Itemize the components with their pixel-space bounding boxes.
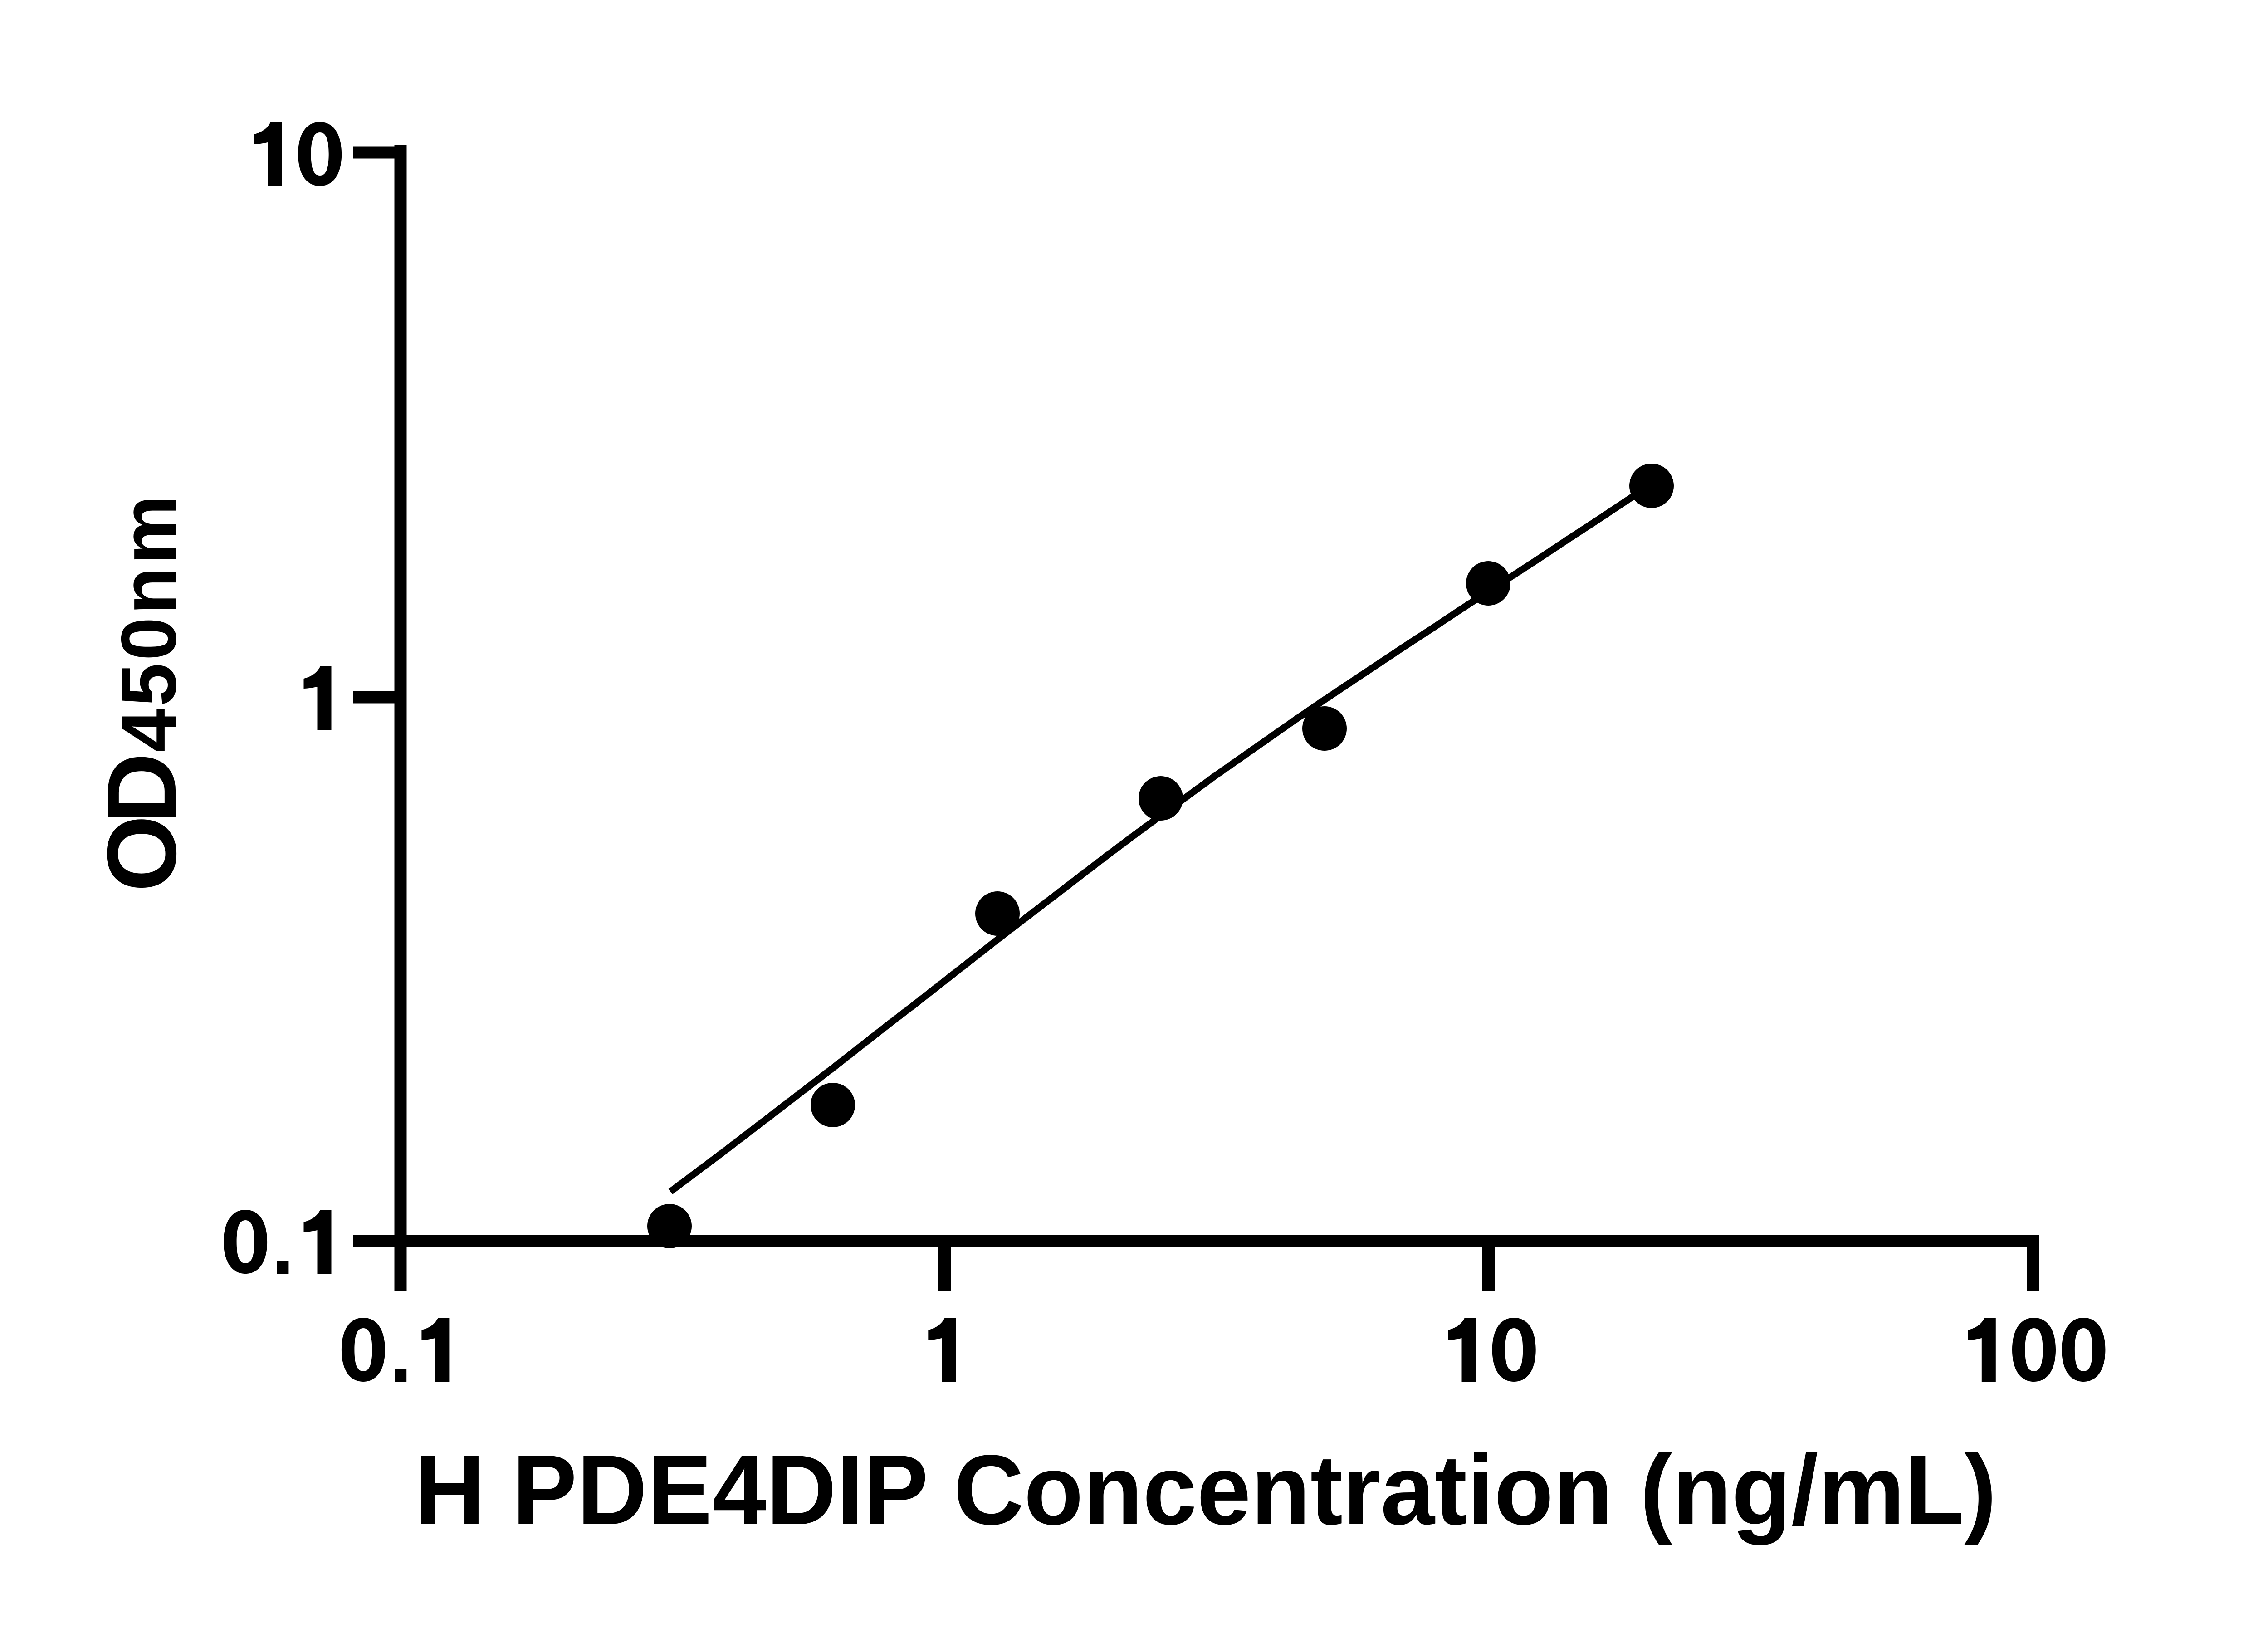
svg-text:H PDE4DIP Concentration (ng/mL: H PDE4DIP Concentration (ng/mL) <box>415 1435 1997 1545</box>
svg-text:OD450nm: OD450nm <box>87 493 196 892</box>
